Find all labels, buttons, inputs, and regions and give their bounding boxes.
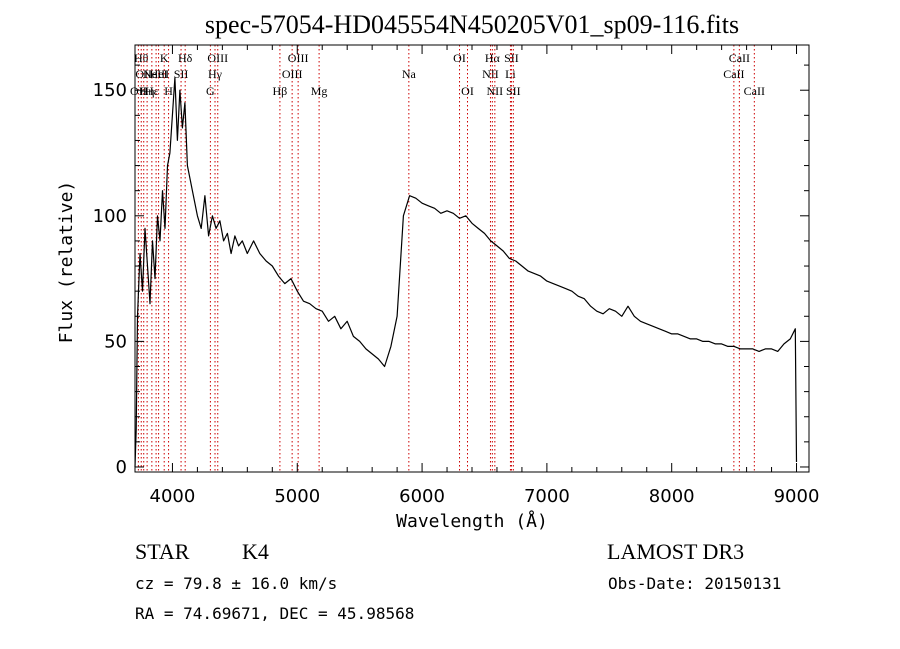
line-marker-label: SII <box>504 51 519 65</box>
radec-text: RA = 74.69671, DEC = 45.98568 <box>135 604 414 623</box>
line-marker-label: Na <box>402 67 417 81</box>
line-marker-label: OIII <box>288 51 309 65</box>
line-marker-label: Hα <box>485 51 501 65</box>
line-marker-label: NeIII <box>143 67 169 81</box>
object-subclass: K4 <box>242 539 269 564</box>
line-marker-label: OI <box>461 84 474 98</box>
line-marker-label: Li <box>505 67 516 81</box>
line-marker-label: NII <box>482 67 499 81</box>
survey-name: LAMOST DR3 <box>607 539 744 564</box>
x-tick-label: 7000 <box>524 486 570 507</box>
spectrum-series <box>134 77 798 468</box>
line-marker-label: SII <box>174 67 189 81</box>
line-marker-label: HeI <box>150 67 168 81</box>
line-marker-label: NII <box>487 84 504 98</box>
y-tick-label: 150 <box>93 80 127 101</box>
line-marker-label: Hδ <box>178 51 193 65</box>
object-class: STAR <box>135 539 190 564</box>
y-axis-ticks: 0 50 100 150 <box>93 64 809 478</box>
plot-frame <box>134 44 810 473</box>
x-tick-label: 8000 <box>649 486 695 507</box>
line-marker-label: Hθ <box>134 51 149 65</box>
y-tick-label: 100 <box>93 206 127 227</box>
spectral-line-markers: OIIHθOIIHηHεNeIIIHeIKHSIIHδGHγOIIIHβOIII… <box>130 45 765 472</box>
line-marker-label: Hβ <box>273 84 288 98</box>
line-marker-label: Mg <box>311 84 328 98</box>
line-marker-label: K <box>160 51 169 65</box>
line-marker-label: Hε <box>145 84 159 98</box>
x-axis-ticks: 4000 5000 6000 7000 8000 9000 <box>150 45 820 507</box>
line-marker-label: CaII <box>744 84 765 98</box>
x-tick-label: 9000 <box>774 486 820 507</box>
x-axis-label: Wavelength (Å) <box>396 510 548 532</box>
x-tick-label: 6000 <box>399 486 445 507</box>
line-marker-label: Hγ <box>208 67 223 81</box>
line-marker-label: OIII <box>207 51 228 65</box>
redshift-text: cz = 79.8 ± 16.0 km/s <box>135 574 337 593</box>
line-marker-label: H <box>164 84 173 98</box>
obs-date-text: Obs-Date: 20150131 <box>608 574 781 593</box>
chart-title: spec-57054-HD045554N450205V01_sp09-116.f… <box>205 10 739 39</box>
line-marker-label: OII <box>130 84 147 98</box>
line-marker-label: OI <box>453 51 466 65</box>
line-marker-label: CaII <box>729 51 750 65</box>
line-marker-label: OIII <box>282 67 303 81</box>
y-tick-label: 50 <box>104 331 127 352</box>
spectrum-line <box>134 77 798 468</box>
line-marker-label: CaII <box>723 67 744 81</box>
line-marker-label: G <box>206 84 215 98</box>
y-tick-label: 0 <box>116 457 127 478</box>
line-marker-label: Hη <box>140 84 155 98</box>
x-tick-label: 4000 <box>150 486 196 507</box>
line-marker-label: OII <box>135 67 152 81</box>
x-tick-label: 5000 <box>274 486 320 507</box>
y-axis-label: Flux (relative) <box>56 181 77 344</box>
line-marker-label: SII <box>506 84 521 98</box>
